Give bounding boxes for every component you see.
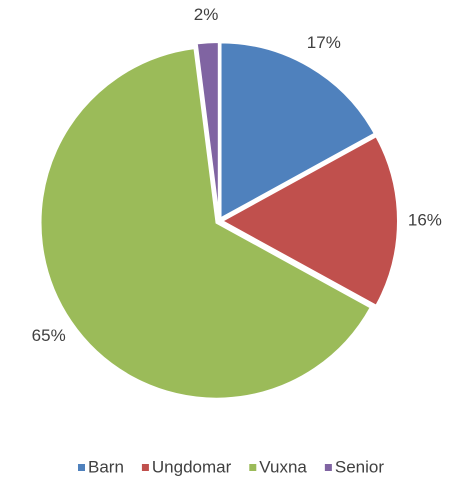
pie-slice (219, 134, 399, 308)
pie-slice (219, 41, 377, 221)
legend-marker (77, 464, 85, 471)
legend-label: Vuxna (259, 457, 307, 476)
pie-slice (39, 46, 373, 400)
pie-slice (195, 41, 220, 219)
legend-label: Ungdomar (152, 457, 232, 476)
data-label: 17% (307, 33, 341, 52)
legend-label: Barn (88, 457, 124, 476)
data-label: 65% (32, 326, 66, 345)
data-label: 2% (194, 5, 219, 24)
legend-marker (324, 464, 332, 471)
data-label: 16% (408, 210, 442, 229)
legend-marker (141, 464, 149, 471)
legend-label: Senior (335, 457, 384, 476)
legend-marker (249, 464, 257, 471)
